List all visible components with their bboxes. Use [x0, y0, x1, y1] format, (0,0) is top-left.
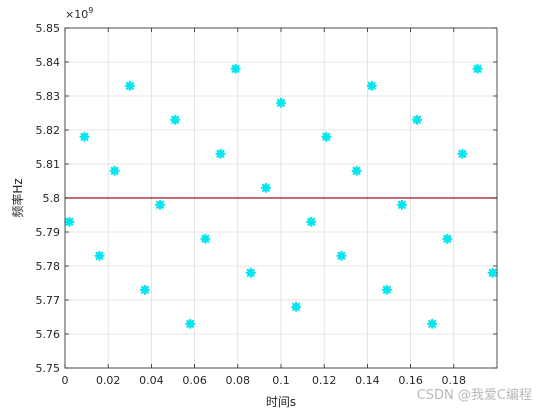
x-axis-ticks: 0 0.02 0.04 0.06 0.08 0.1 0.12 0.14 0.16 0.18 [62, 28, 467, 387]
y-axis-exponent: ×109 [65, 6, 93, 21]
data-point-17 [321, 131, 332, 142]
y-tick-label-1: 5.76 [36, 328, 61, 341]
data-point-4 [124, 80, 135, 91]
data-point-2 [94, 250, 105, 261]
x-tick-label-7: 0.14 [355, 374, 380, 387]
data-point-6 [154, 199, 166, 210]
data-point-13 [260, 182, 271, 193]
scatter-series [64, 63, 498, 329]
data-point-22 [396, 199, 408, 210]
data-point-18 [336, 250, 347, 261]
y-tick-label-7: 5.82 [36, 124, 61, 137]
data-point-23 [411, 114, 423, 125]
data-point-27 [472, 63, 483, 74]
data-point-26 [457, 148, 468, 159]
data-point-11 [230, 63, 241, 74]
y-tick-label-3: 5.78 [36, 260, 61, 273]
y-tick-label-8: 5.83 [36, 90, 61, 103]
y-tick-label-2: 5.77 [36, 294, 61, 307]
data-point-5 [139, 284, 151, 295]
data-point-12 [245, 267, 256, 278]
data-point-19 [351, 165, 362, 176]
y-axis-label: 频率Hz [10, 178, 25, 217]
x-tick-label-9: 0.18 [442, 374, 467, 387]
data-point-20 [366, 80, 377, 91]
x-tick-label-4: 0.08 [226, 374, 251, 387]
x-tick-label-5: 0.1 [272, 374, 290, 387]
y-axis-ticks: 5.75 5.76 5.77 5.78 5.79 5.8 5.81 5.82 5.83 5.84 5… [36, 22, 497, 375]
y-tick-label-6: 5.81 [36, 158, 61, 171]
y-tick-label-9: 5.84 [36, 56, 61, 69]
x-tick-label-1: 0.02 [96, 374, 121, 387]
data-point-25 [442, 233, 453, 244]
y-tick-label-10: 5.85 [36, 22, 61, 35]
data-point-16 [306, 216, 317, 227]
x-tick-label-8: 0.16 [398, 374, 423, 387]
x-tick-label-3: 0.06 [182, 374, 207, 387]
data-point-10 [215, 148, 226, 159]
data-point-24 [427, 318, 438, 329]
data-point-7 [170, 114, 181, 125]
y-tick-label-0: 5.75 [36, 362, 61, 375]
x-axis-label: 时间s [266, 395, 296, 409]
data-point-8 [185, 318, 196, 329]
x-tick-label-0: 0 [62, 374, 69, 387]
data-point-9 [200, 233, 211, 244]
data-point-15 [291, 301, 302, 312]
watermark: CSDN @我爱C编程 [417, 388, 532, 403]
y-tick-label-4: 5.79 [36, 226, 61, 239]
y-exponent-base: ×10 [65, 8, 88, 21]
x-tick-label-6: 0.12 [312, 374, 337, 387]
data-point-14 [275, 97, 287, 108]
x-tick-label-2: 0.04 [139, 374, 164, 387]
data-point-0 [64, 216, 75, 227]
data-point-1 [79, 131, 90, 142]
y-tick-label-5: 5.8 [43, 192, 61, 205]
data-point-28 [487, 267, 498, 278]
data-point-3 [109, 165, 120, 176]
data-point-21 [381, 284, 392, 295]
y-exponent-power: 9 [88, 6, 93, 15]
